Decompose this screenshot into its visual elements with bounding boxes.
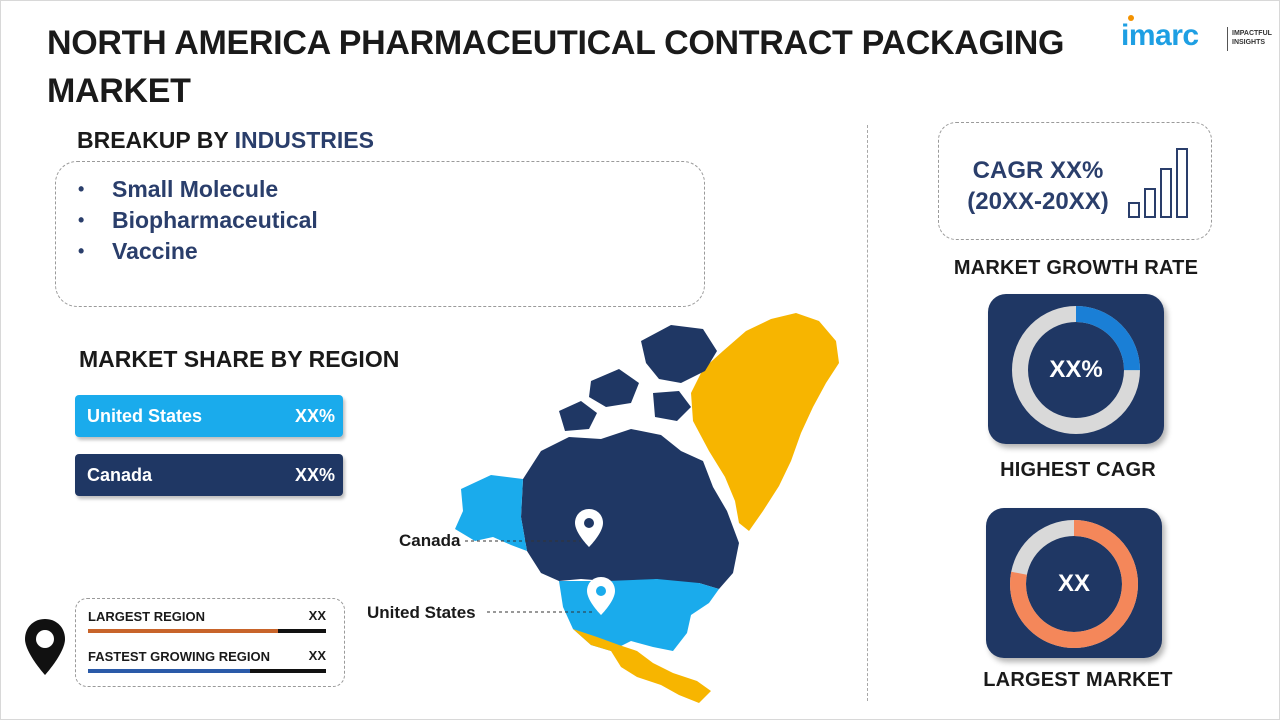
logo-tagline: IMPACTFUL INSIGHTS [1232,30,1272,46]
region-bar-label: Canada [87,464,153,485]
region-bar-label: United States [87,405,203,426]
largest-market-card: XX [986,508,1162,658]
page-title: NORTH AMERICA PHARMACEUTICAL CONTRACT PA… [47,24,1065,110]
industries-heading: BREAKUP BY INDUSTRIES [77,127,374,154]
industries-list: Small Molecule Biopharmaceutical Vaccine [78,174,318,267]
highest-cagr-value: XX% [1049,356,1103,383]
industry-item: Vaccine [78,236,318,267]
highest-cagr-ring [1012,306,1140,434]
cagr-box: CAGR XX% (20XX-20XX) [938,122,1212,240]
region-bar-canada: Canada XX% [75,454,343,496]
united-states-pin-icon [587,577,615,615]
canada-shape [521,429,739,589]
vertical-divider [867,125,868,701]
united-states-shape [559,579,719,651]
largest-market-caption: LARGEST MARKET [983,669,1173,691]
region-bar-united-states: United States XX% [75,395,343,437]
largest-market-ring [1010,520,1138,648]
map-pin-icon [25,619,65,675]
fastest-region-fill [88,669,250,673]
industry-item: Biopharmaceutical [78,205,318,236]
cagr-line-2: (20XX-20XX) [967,188,1109,215]
canada-pin-icon [575,509,603,547]
largest-region-value: XX [308,608,326,623]
highest-cagr-caption: HIGHEST CAGR [1000,459,1156,481]
fastest-region-row: FASTEST GROWING REGION XX [88,648,326,673]
canada-islands-shape [559,325,717,431]
greenland-shape [691,313,839,531]
region-bar-value: XX% [294,464,335,485]
fastest-region-label: FASTEST GROWING REGION [88,649,271,664]
canada-map-label: Canada [399,531,461,550]
fastest-region-line [88,669,326,673]
region-legend-box: LARGEST REGION XX FASTEST GROWING REGION… [75,598,345,687]
region-bar-value: XX% [294,405,335,426]
north-america-map [455,313,839,703]
fastest-region-value: XX [308,648,326,663]
cagr-text: CAGR XX% (20XX-20XX) [953,155,1123,217]
market-growth-rate-caption: MARKET GROWTH RATE [953,257,1199,279]
industries-box: Small Molecule Biopharmaceutical Vaccine [55,161,705,307]
largest-region-label: LARGEST REGION [88,609,206,624]
alaska-shape [455,475,527,551]
logo-brand: imarc [1121,19,1199,52]
logo-dot [1128,15,1134,21]
cagr-line-1: CAGR XX% [972,157,1104,184]
imarc-logo: imarc IMPACTFUL INSIGHTS [1121,15,1272,55]
industry-item: Small Molecule [78,174,318,205]
mexico-shape [573,629,711,703]
logo-separator [1227,27,1228,51]
highest-cagr-card: XX% [988,294,1164,444]
region-heading: MARKET SHARE BY REGION [79,346,400,372]
industries-heading-prefix: BREAKUP BY [77,127,229,153]
largest-market-value: XX [1057,570,1090,597]
largest-region-fill [88,629,279,633]
us-map-label: United States [367,603,476,622]
growth-bars-icon [1128,148,1188,218]
largest-region-row: LARGEST REGION XX [88,608,326,633]
industries-heading-highlight: INDUSTRIES [234,127,374,153]
largest-region-line [88,629,326,633]
